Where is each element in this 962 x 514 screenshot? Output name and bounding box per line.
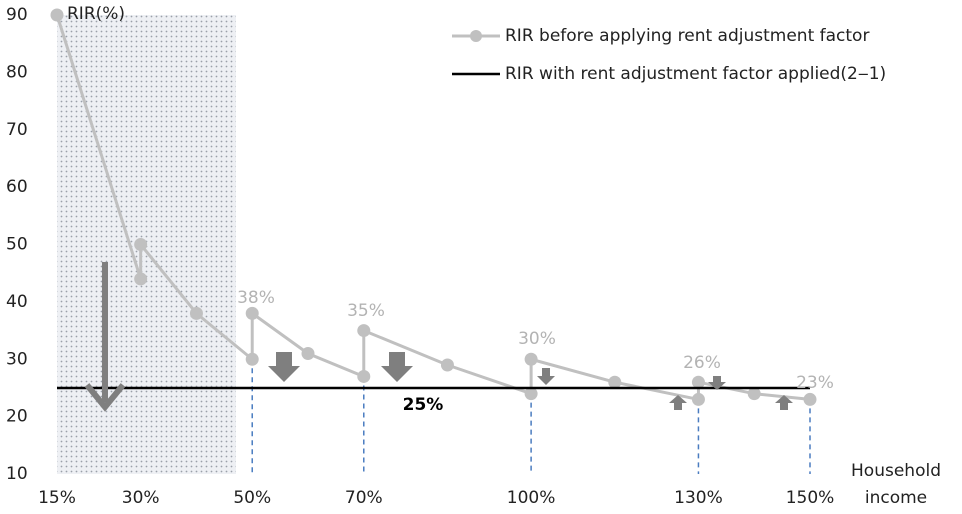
x-tick-label: 70% <box>345 488 383 508</box>
point <box>134 272 148 286</box>
annotation: 30% <box>518 329 556 349</box>
block-arrow <box>268 352 300 382</box>
x-tick-label: 100% <box>507 488 556 508</box>
point <box>608 375 622 389</box>
y-tick-label: 40 <box>6 292 28 312</box>
legend-label: RIR with rent adjustment factor applied(… <box>505 64 886 84</box>
x-tick-label: 150% <box>786 488 835 508</box>
y-axis-label: RIR(%) <box>67 4 125 24</box>
block-arrow <box>775 395 793 410</box>
point <box>50 8 64 22</box>
plot-area <box>50 8 817 474</box>
arrows <box>84 262 793 412</box>
x-axis-label: Household <box>851 461 941 481</box>
annotation: 38% <box>237 288 275 308</box>
point <box>803 392 817 406</box>
y-tick-label: 30 <box>6 349 28 369</box>
point <box>747 387 761 401</box>
point <box>524 352 538 366</box>
point <box>357 369 371 383</box>
y-tick-label: 60 <box>6 177 28 197</box>
legend-marker <box>470 30 482 42</box>
arrow-head <box>84 383 126 412</box>
point <box>245 352 259 366</box>
point <box>301 347 315 361</box>
point <box>189 306 203 320</box>
annotation: 25% <box>403 395 444 415</box>
point <box>440 358 454 372</box>
annotation: 23% <box>796 373 834 393</box>
y-tick-label: 50 <box>6 235 28 255</box>
block-arrow <box>381 352 413 382</box>
legend-label: RIR before applying rent adjustment fact… <box>505 26 869 46</box>
block-arrow <box>537 368 555 385</box>
x-tick-label: 130% <box>674 488 723 508</box>
point <box>245 306 259 320</box>
y-tick-label: 10 <box>6 464 28 484</box>
x-tick-label: 15% <box>38 488 76 508</box>
x-tick-label: 30% <box>122 488 160 508</box>
y-tick-label: 80 <box>6 62 28 82</box>
y-tick-label: 90 <box>6 5 28 25</box>
point <box>357 324 371 338</box>
block-arrow <box>708 376 726 390</box>
y-tick-label: 70 <box>6 120 28 140</box>
annotation: 26% <box>683 353 721 373</box>
x-tick-label: 50% <box>233 488 271 508</box>
point <box>691 375 705 389</box>
point <box>524 387 538 401</box>
point <box>134 238 148 251</box>
block-arrow <box>669 395 687 410</box>
y-tick-label: 20 <box>6 407 28 427</box>
annotation: 35% <box>347 301 385 321</box>
arrow-shaft <box>102 262 108 402</box>
point <box>691 392 705 406</box>
x-axis-label: income <box>865 488 927 508</box>
